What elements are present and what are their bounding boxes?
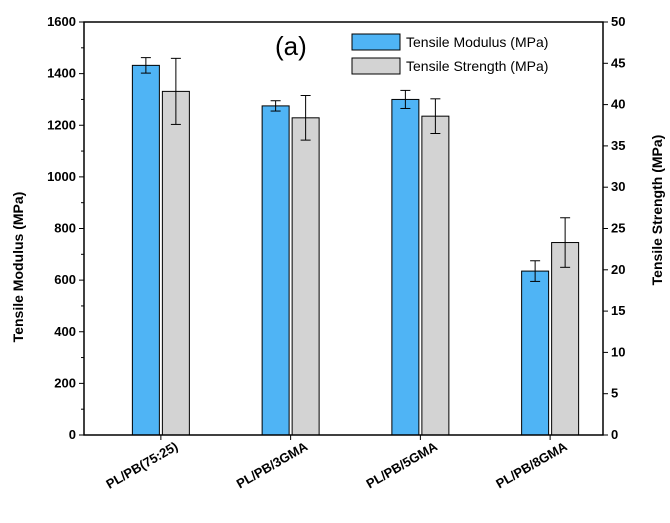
bar-modulus-0: [131, 64, 160, 436]
y-tick-label-right-9: 45: [611, 55, 625, 70]
y-tick-label-right-8: 40: [611, 97, 625, 112]
y-tick-label-right-2: 10: [611, 344, 625, 359]
bar-strength-2: [421, 115, 450, 436]
y-tick-label-right-7: 35: [611, 138, 625, 153]
legend-swatch-modulus: [351, 33, 401, 51]
y-tick-label-left-5: 1000: [47, 169, 76, 184]
category-labels-group: PL/PB(75:25) PL/PB/3GMA PL/PB/5GMA PL/PB/8G…: [103, 438, 570, 491]
category-label-1: PL/PB/3GMA: [234, 438, 311, 491]
y-tick-label-left-2: 400: [54, 324, 76, 339]
y-tick-label-right-10: 50: [611, 14, 625, 29]
y-tick-label-left-8: 1600: [47, 14, 76, 29]
y-tick-label-right-0: 0: [611, 427, 618, 442]
panel-annotation: (a): [275, 31, 307, 61]
bar-modulus-3: [521, 270, 550, 436]
category-label-2: PL/PB/5GMA: [364, 438, 441, 491]
bar-strength-0: [161, 90, 190, 436]
y-tick-label-left-1: 200: [54, 375, 76, 390]
category-label-3: PL/PB/8GMA: [493, 438, 570, 491]
ticks-group: 0 200 400 600 800 1000 1200 1400 1600 0 5 10 15 20 25 3…: [47, 14, 625, 442]
y-tick-label-right-6: 30: [611, 179, 625, 194]
y-tick-label-right-1: 5: [611, 386, 618, 401]
y-axis-title-left: Tensile Modulus (MPa): [10, 192, 26, 343]
bar-modulus-2: [391, 98, 420, 436]
bars-group: [131, 64, 580, 436]
bar-strength-3: [551, 242, 580, 436]
bar-modulus-1: [261, 105, 290, 436]
y-tick-label-left-6: 1200: [47, 117, 76, 132]
y-tick-label-right-3: 15: [611, 303, 625, 318]
y-tick-label-right-5: 25: [611, 221, 625, 236]
y-axis-title-right: Tensile Strength (MPa): [649, 135, 665, 286]
bar-strength-1: [291, 117, 320, 436]
legend-swatch-strength: [351, 57, 401, 75]
error-bars-group: [140, 57, 571, 282]
legend-label-strength: Tensile Strength (MPa): [406, 58, 548, 74]
legend-label-modulus: Tensile Modulus (MPa): [406, 34, 548, 50]
y-tick-label-left-0: 0: [69, 427, 76, 442]
legend: Tensile Modulus (MPa) Tensile Strength (…: [351, 33, 548, 75]
y-tick-label-right-4: 20: [611, 262, 625, 277]
y-tick-label-left-7: 1400: [47, 66, 76, 81]
y-tick-label-left-3: 600: [54, 272, 76, 287]
y-tick-label-left-4: 800: [54, 221, 76, 236]
category-label-0: PL/PB(75:25): [103, 439, 180, 492]
